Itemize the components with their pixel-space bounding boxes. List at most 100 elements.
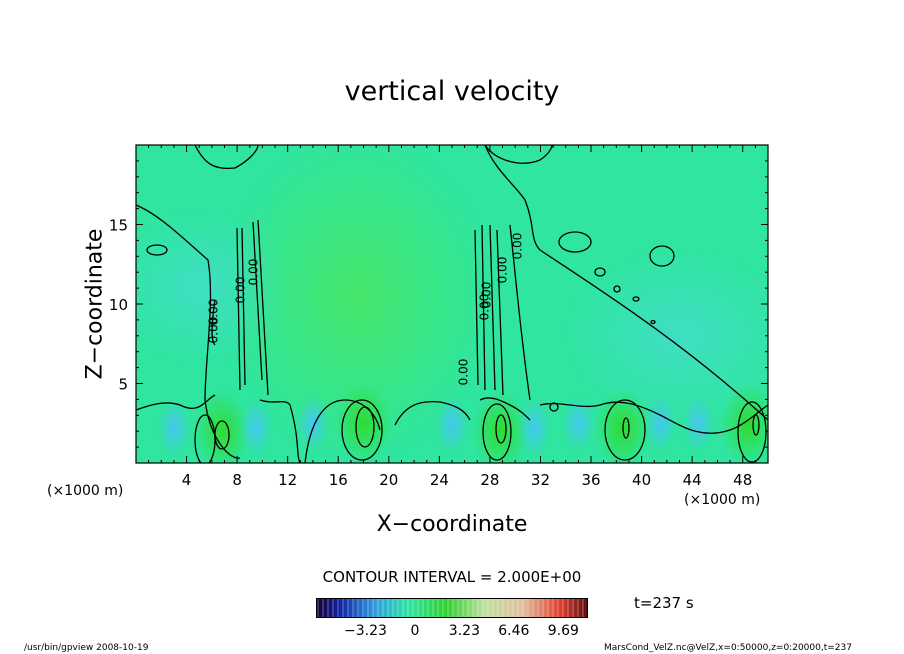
downdraft-core bbox=[644, 395, 677, 452]
contour-value-label: 0.00 bbox=[207, 299, 221, 326]
colorbar-stripe bbox=[457, 599, 459, 617]
colorbar-stripe bbox=[352, 599, 354, 617]
colorbar-stripe bbox=[517, 599, 519, 617]
colorbar-stripe bbox=[497, 599, 499, 617]
contour-value-label: 0.00 bbox=[457, 359, 471, 386]
colorbar-stripe bbox=[507, 599, 509, 617]
colorbar-stripe bbox=[342, 599, 344, 617]
colorbar-stripe bbox=[407, 599, 409, 617]
colorbar-stripe bbox=[462, 599, 464, 617]
x-tick-label: 8 bbox=[232, 471, 242, 489]
downdraft-core bbox=[240, 400, 273, 457]
contour-value-label: 0.00 bbox=[247, 259, 261, 286]
x-unit-label-right: (×1000 m) bbox=[684, 492, 761, 508]
updraft-core bbox=[721, 384, 768, 463]
colorbar-stripe bbox=[317, 599, 319, 617]
colorbar-stripe bbox=[532, 599, 534, 617]
x-tick-label: 48 bbox=[733, 471, 752, 489]
colorbar-stripe bbox=[572, 599, 574, 617]
updraft-core bbox=[472, 391, 529, 463]
contour-value-label: 0.00 bbox=[480, 282, 494, 309]
time-label: t=237 s bbox=[634, 594, 694, 612]
colorbar-stripe bbox=[562, 599, 564, 617]
colorbar-stripe bbox=[397, 599, 399, 617]
colorbar-stripe bbox=[382, 599, 384, 617]
x-tick-label: 40 bbox=[632, 471, 651, 489]
colorbar-stripe bbox=[387, 599, 389, 617]
x-axis-label: X−coordinate bbox=[376, 512, 528, 537]
colorbar-stripe bbox=[362, 599, 364, 617]
contour-value-label: 0.00 bbox=[207, 317, 221, 344]
colorbar-stripe bbox=[482, 599, 484, 617]
colorbar-stripe bbox=[377, 599, 379, 617]
y-tick-label: 15 bbox=[109, 217, 128, 235]
colorbar-stripe bbox=[512, 599, 514, 617]
colorbar-stripe bbox=[402, 599, 404, 617]
colorbar-stripe bbox=[327, 599, 329, 617]
colorbar-stripe bbox=[372, 599, 374, 617]
colorbar-stripe bbox=[422, 599, 424, 617]
x-tick-label: 44 bbox=[683, 471, 702, 489]
x-unit-label-left: (×1000 m) bbox=[47, 483, 124, 499]
colorbar-stripe bbox=[452, 599, 454, 617]
colorbar-tick-label: 0 bbox=[410, 623, 420, 639]
colorbar-stripe bbox=[492, 599, 494, 617]
downdraft-core bbox=[157, 400, 190, 457]
contour-lines bbox=[136, 145, 768, 463]
contour-interval-text: CONTOUR INTERVAL = 2.000E+00 bbox=[322, 568, 582, 586]
colorbar-stripe bbox=[417, 599, 419, 617]
colorbar-stripe bbox=[427, 599, 429, 617]
x-tick-label: 16 bbox=[329, 471, 348, 489]
colorbar-tick-label: −3.23 bbox=[344, 623, 387, 639]
contour-value-label: 0.00 bbox=[478, 294, 492, 321]
colorbar-stripe bbox=[367, 599, 369, 617]
colorbar-stripe bbox=[477, 599, 479, 617]
colorbar-stripe bbox=[582, 599, 584, 617]
footer-right: MarsCond_VelZ.nc@VelZ,x=0:50000,z=0:2000… bbox=[604, 643, 852, 653]
colorbar-stripe bbox=[557, 599, 559, 617]
colorbar-stripe bbox=[437, 599, 439, 617]
colorbar-stripe bbox=[567, 599, 569, 617]
updraft-core bbox=[193, 391, 250, 463]
colorbar-stripe bbox=[347, 599, 349, 617]
chart-title: vertical velocity bbox=[344, 76, 560, 107]
contour-value-label: 0.00 bbox=[234, 277, 248, 304]
colorbar-stripe bbox=[502, 599, 504, 617]
x-tick-label: 32 bbox=[531, 471, 550, 489]
x-tick-label: 20 bbox=[379, 471, 398, 489]
colorbar-stripe bbox=[547, 599, 549, 617]
downdraft-core bbox=[682, 395, 715, 452]
footer-left: /usr/bin/gpview 2008-10-19 bbox=[24, 643, 149, 653]
colorbar-tick-label: 9.69 bbox=[547, 623, 579, 639]
colorbar-stripe bbox=[487, 599, 489, 617]
downdraft-core bbox=[296, 395, 329, 452]
colorbar-stripe bbox=[577, 599, 579, 617]
colorbar-tick-label: 6.46 bbox=[498, 623, 530, 639]
downdraft-core bbox=[518, 400, 551, 457]
colorbar-stripe bbox=[447, 599, 449, 617]
colorbar-stripe bbox=[392, 599, 394, 617]
contour-value-label: 0.00 bbox=[511, 233, 525, 260]
colorbar-stripe bbox=[467, 599, 469, 617]
colorbar-stripe bbox=[337, 599, 339, 617]
colorbar-stripe bbox=[442, 599, 444, 617]
y-tick-label: 5 bbox=[118, 376, 128, 394]
colorbar-stripe bbox=[552, 599, 554, 617]
x-tick-label: 12 bbox=[278, 471, 297, 489]
colorbar-stripe bbox=[332, 599, 334, 617]
downdraft-core bbox=[562, 395, 595, 452]
x-tick-label: 4 bbox=[182, 471, 192, 489]
colorbar-stripe bbox=[432, 599, 434, 617]
colorbar-stripe bbox=[527, 599, 529, 617]
y-axis-label: Z−coordinate bbox=[82, 228, 108, 380]
contour-value-label: 0.00 bbox=[496, 257, 510, 284]
weak-updraft-region bbox=[222, 145, 493, 462]
x-tick-label: 24 bbox=[430, 471, 449, 489]
downdraft-core bbox=[436, 396, 468, 453]
colorbar-stripe bbox=[412, 599, 414, 617]
updraft-core bbox=[335, 383, 392, 463]
colorbar-stripe bbox=[522, 599, 524, 617]
colorbar-stripe bbox=[357, 599, 359, 617]
weak-downdraft-region bbox=[136, 208, 290, 369]
